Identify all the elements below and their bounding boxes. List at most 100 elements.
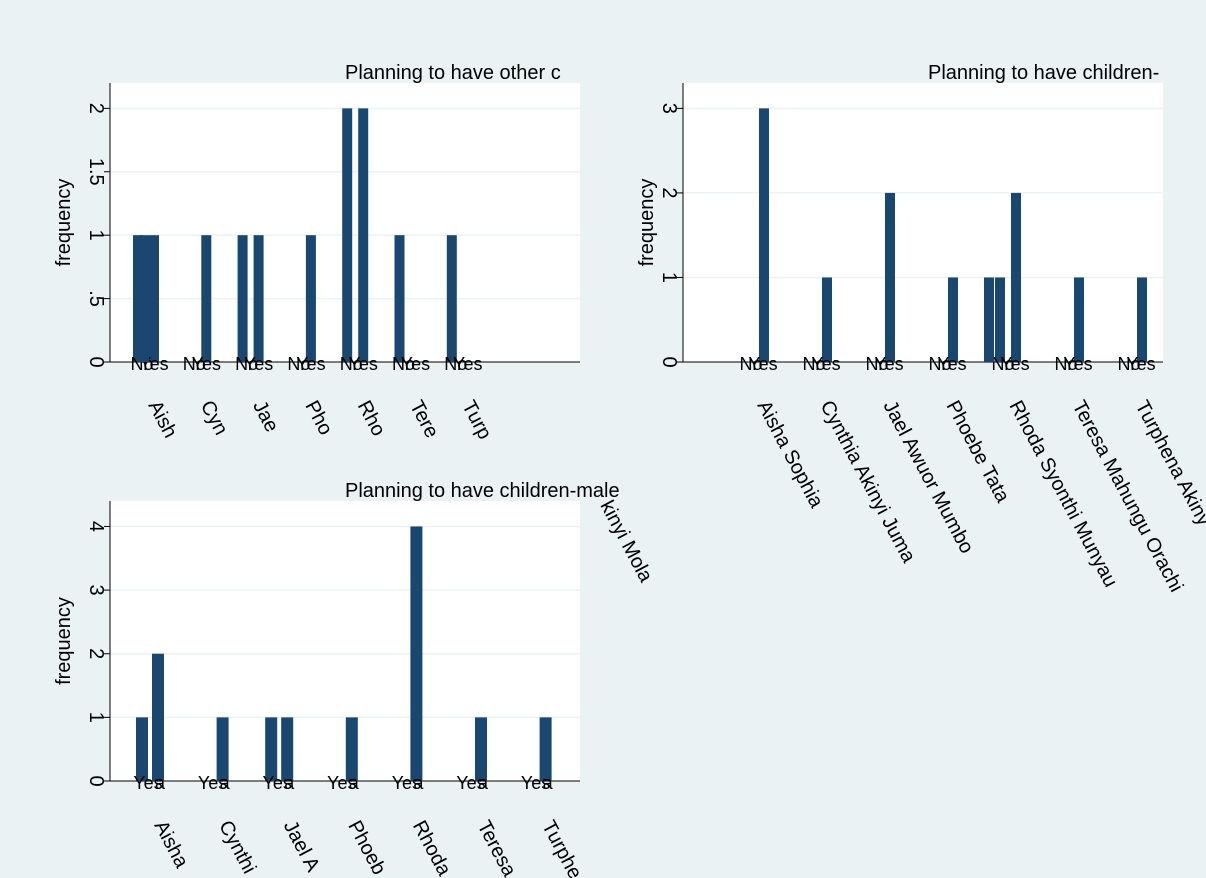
y-tick-label: 2 [658, 187, 680, 198]
category-label: a [478, 773, 489, 793]
chart-title: Planning to have children- [928, 62, 1159, 84]
bar [1011, 192, 1021, 362]
bar [759, 108, 769, 362]
category-label: Yes [1000, 354, 1029, 374]
category-label: Yes [1126, 354, 1155, 374]
bar [201, 235, 212, 362]
category-label: No [928, 354, 951, 374]
bar [139, 235, 149, 362]
category-label: a [284, 773, 295, 793]
y-axis-label: frequency [53, 597, 75, 685]
chart-panel-1: 0 .5 1 1.5 2 frequency Planning to have other … [53, 62, 580, 443]
category-label: Yes [748, 354, 777, 374]
y-axis-label: frequency [636, 179, 658, 267]
category-label: Yes [198, 773, 227, 793]
y-tick-label: 2 [85, 648, 107, 659]
category-label: No [1054, 354, 1077, 374]
group-label: Cyn [196, 397, 232, 439]
y-tick-label: 0 [85, 356, 107, 367]
bar [305, 235, 316, 362]
bar [237, 235, 248, 362]
category-label: Yes [192, 354, 221, 374]
category-label: Yes [1063, 354, 1092, 374]
bar [216, 717, 229, 781]
group-label: Rhoda [408, 817, 456, 878]
bar [410, 526, 423, 781]
group-label: Phoeb [343, 817, 390, 878]
category-label: Yes [349, 354, 378, 374]
y-tick-label: 2 [85, 103, 107, 114]
chart-title: Planning to have other c [345, 62, 561, 84]
group-label: Pho [300, 397, 336, 439]
category-label: Yes [937, 354, 966, 374]
bar [822, 277, 832, 362]
category-label: a [155, 773, 166, 793]
category-label: No [392, 354, 415, 374]
chart-title: Planning to have children-male [345, 480, 620, 502]
category-label: No [287, 354, 310, 374]
y-tick-label: .5 [85, 290, 107, 307]
category-label: No [802, 354, 825, 374]
bar [539, 717, 552, 781]
y-tick-label: 0 [658, 356, 680, 367]
group-label: Teresa Mahungu Orachi [1068, 397, 1188, 596]
bar [149, 235, 159, 362]
group-label: Turphe [537, 817, 586, 878]
category-label: Yes [521, 773, 550, 793]
bar [948, 277, 958, 362]
overflow-label: kinyi Mola [596, 497, 658, 587]
plot-area [110, 501, 580, 781]
group-label: Aisha [150, 817, 193, 872]
y-tick-label: 3 [658, 103, 680, 114]
bar [265, 717, 278, 781]
category-label: Yes [811, 354, 840, 374]
y-axis-label: frequency [53, 179, 75, 267]
group-label: Phoebe Tata [942, 397, 1014, 507]
group-label: Turp [457, 397, 495, 443]
category-label: No [865, 354, 888, 374]
y-tick-label: 1 [85, 712, 107, 723]
category-label: No [340, 354, 363, 374]
category-label: Yes [263, 773, 292, 793]
bar [345, 717, 358, 781]
bar [152, 653, 164, 781]
group-label: Teresa [473, 817, 521, 878]
category-label: Yes [874, 354, 903, 374]
y-tick-label: 0 [85, 775, 107, 786]
bar [342, 108, 353, 362]
bar [1074, 277, 1084, 362]
category-label: a [349, 773, 360, 793]
y-tick-label: 1.5 [85, 158, 107, 186]
category-label: Yes [133, 773, 162, 793]
y-tick-label: 3 [85, 585, 107, 596]
category-label: a [413, 773, 424, 793]
bar [1137, 277, 1147, 362]
bar [446, 235, 457, 362]
bar [358, 108, 369, 362]
group-label: Rho [353, 397, 390, 440]
y-tick-label: 1 [85, 230, 107, 241]
bar [995, 277, 1005, 362]
category-label: a [543, 773, 554, 793]
chart-panel-2: 0 1 2 3 frequency Planning to have children- N… [636, 62, 1206, 596]
group-label: Jael A [279, 817, 324, 876]
category-label: Yes [244, 354, 273, 374]
category-label: No [991, 354, 1014, 374]
category-label: Yes [392, 773, 421, 793]
category-label: Yes [296, 354, 325, 374]
group-label: Aisha Sophia [753, 397, 828, 512]
bar [281, 717, 294, 781]
bar [885, 192, 895, 362]
bar [136, 717, 148, 781]
group-label: Rhoda Syonthi Munyau [1005, 397, 1122, 591]
category-label: a [220, 773, 231, 793]
bar [133, 235, 143, 362]
category-label: No [444, 354, 467, 374]
chart-panel-3: 0 1 2 3 4 frequency Planning to have children-… [53, 480, 620, 878]
category-label: Yes [401, 354, 430, 374]
y-tick-label: 1 [658, 272, 680, 283]
group-label: Jae [248, 397, 283, 436]
group-label: Tere [405, 397, 443, 442]
bar [984, 277, 994, 362]
